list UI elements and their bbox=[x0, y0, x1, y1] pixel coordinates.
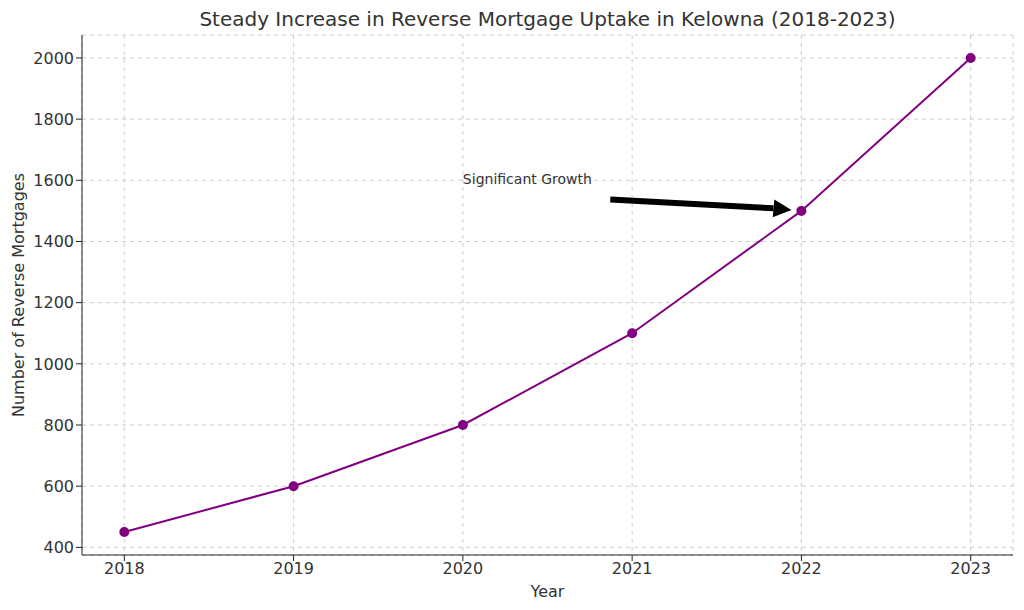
svg-text:400: 400 bbox=[43, 538, 74, 557]
svg-text:2000: 2000 bbox=[33, 49, 74, 68]
svg-text:2021: 2021 bbox=[612, 559, 653, 578]
svg-text:1000: 1000 bbox=[33, 355, 74, 374]
svg-text:2022: 2022 bbox=[781, 559, 822, 578]
svg-text:Year: Year bbox=[530, 582, 565, 601]
svg-text:Number of Reverse Mortgages: Number of Reverse Mortgages bbox=[9, 173, 28, 417]
svg-text:Significant Growth: Significant Growth bbox=[463, 171, 592, 187]
svg-text:2018: 2018 bbox=[104, 559, 145, 578]
svg-text:1400: 1400 bbox=[33, 232, 74, 251]
svg-text:800: 800 bbox=[43, 416, 74, 435]
svg-text:2019: 2019 bbox=[273, 559, 314, 578]
svg-text:Steady Increase in Reverse Mor: Steady Increase in Reverse Mortgage Upta… bbox=[199, 7, 895, 31]
svg-text:600: 600 bbox=[43, 477, 74, 496]
svg-text:2023: 2023 bbox=[950, 559, 991, 578]
svg-text:1800: 1800 bbox=[33, 110, 74, 129]
svg-text:1600: 1600 bbox=[33, 171, 74, 190]
svg-text:1200: 1200 bbox=[33, 293, 74, 312]
svg-text:2020: 2020 bbox=[443, 559, 484, 578]
